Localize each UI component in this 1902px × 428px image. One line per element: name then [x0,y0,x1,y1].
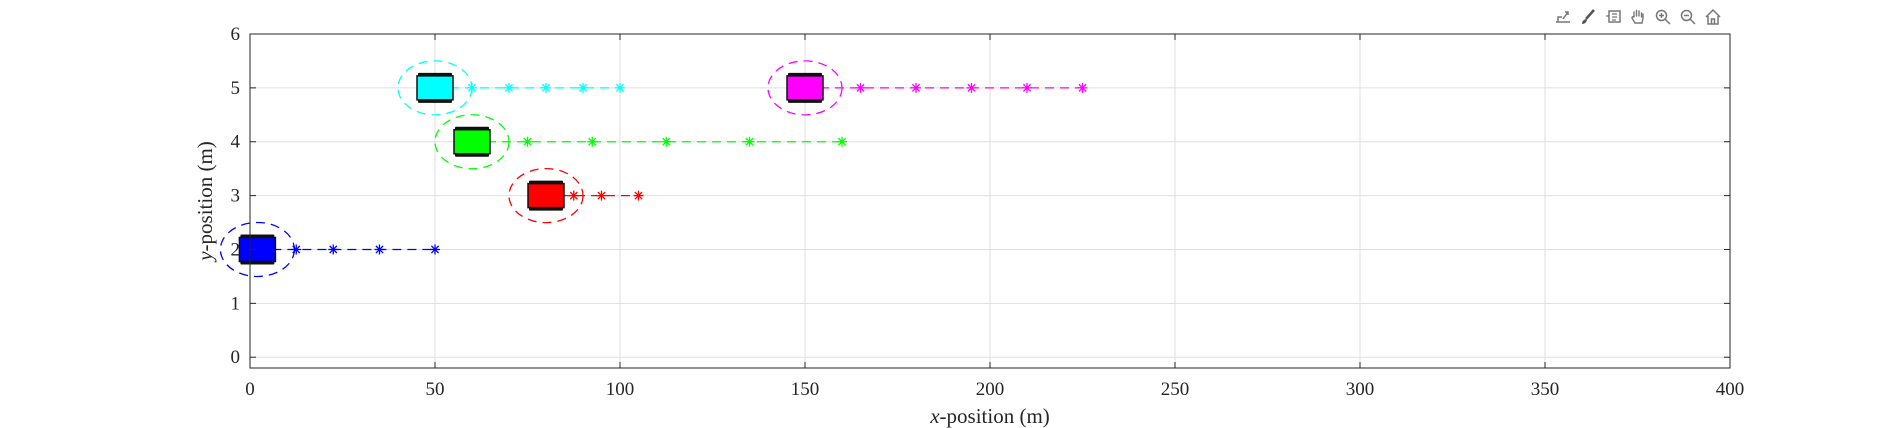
vehicle [767,60,843,116]
brush-button[interactable] [1577,6,1599,28]
x-tick-label: 0 [245,379,255,400]
trajectory-marker [615,82,625,93]
x-tick-label: 250 [1161,379,1190,400]
export-icon [1556,11,1570,23]
trajectory-marker [744,136,755,147]
trajectory-marker [837,136,847,147]
pan-button[interactable] [1627,6,1649,28]
zoom-out-button[interactable] [1677,6,1699,28]
trajectory-marker [522,136,533,147]
vehicle [397,60,473,116]
y-tick-label: 3 [231,186,241,207]
y-tick-label: 0 [231,347,241,368]
home-icon [1705,8,1721,25]
x-tick-label: 200 [976,379,1005,400]
trajectory-marker [1022,82,1032,93]
export-button[interactable] [1552,6,1574,28]
y-axis-label: y-position (m) [193,141,217,263]
y-tick-label: 6 [231,24,241,45]
trajectory-marker [633,190,644,201]
zoom-out-icon [1680,9,1696,25]
x-tick-label: 300 [1346,379,1375,400]
safety-ellipse [397,60,473,116]
trajectory-marker [568,190,579,201]
vehicle [219,221,296,278]
safety-ellipse [767,60,843,116]
safety-ellipse [434,114,510,170]
trajectory [472,136,847,147]
vehicle-body [416,75,454,101]
vehicle-body [527,182,565,209]
trajectory [435,82,625,93]
trajectory-marker [578,82,588,93]
y-tick-label: 1 [231,293,241,314]
trajectory-marker [328,244,339,255]
axis-ticks: 0 50 100 150 200 250 300 350 400 0 1 2 3 4 5 6 [231,24,1745,400]
trajectory-marker [1077,82,1088,93]
home-button[interactable] [1702,6,1724,28]
trajectory-marker [541,82,551,93]
grid [249,33,1731,368]
zoom-in-icon [1655,9,1671,25]
y-tick-label: 4 [231,132,241,153]
x-tick-label: 400 [1716,379,1745,400]
vehicle-body [238,236,277,263]
trajectory [546,190,644,201]
vehicle [434,114,510,170]
trajectory-marker [430,244,440,255]
trajectory-marker [855,82,866,93]
datatip-button[interactable] [1602,6,1624,28]
vehicles [219,60,843,278]
trajectory-marker [661,136,672,147]
datatip-icon [1606,10,1621,23]
pan-icon [1631,9,1644,24]
x-tick-label: 100 [606,379,635,400]
safety-ellipse [219,221,296,278]
trajectory-marker [374,244,385,255]
trajectory-marker [596,190,607,201]
trajectory-marker [504,82,514,93]
x-tick-label: 50 [426,379,445,400]
vehicle [508,167,584,224]
vehicle-body [453,128,491,155]
brush-icon [1582,9,1595,24]
vehicle-body [786,75,824,101]
safety-ellipse [508,167,584,224]
trajectory-marker [911,82,921,93]
zoom-in-button[interactable] [1652,6,1674,28]
axes-toolbar [1552,6,1724,28]
x-tick-label: 350 [1531,379,1560,400]
trajectories [257,82,1088,255]
x-tick-label: 150 [791,379,820,400]
y-tick-label: 5 [231,78,241,99]
trajectory [805,82,1088,93]
trajectory-marker [587,136,598,147]
trajectory-marker [291,244,302,255]
x-axis-label: x-position (m) [929,404,1050,428]
trajectory-marker [966,82,977,93]
y-tick-label: 2 [231,239,241,260]
